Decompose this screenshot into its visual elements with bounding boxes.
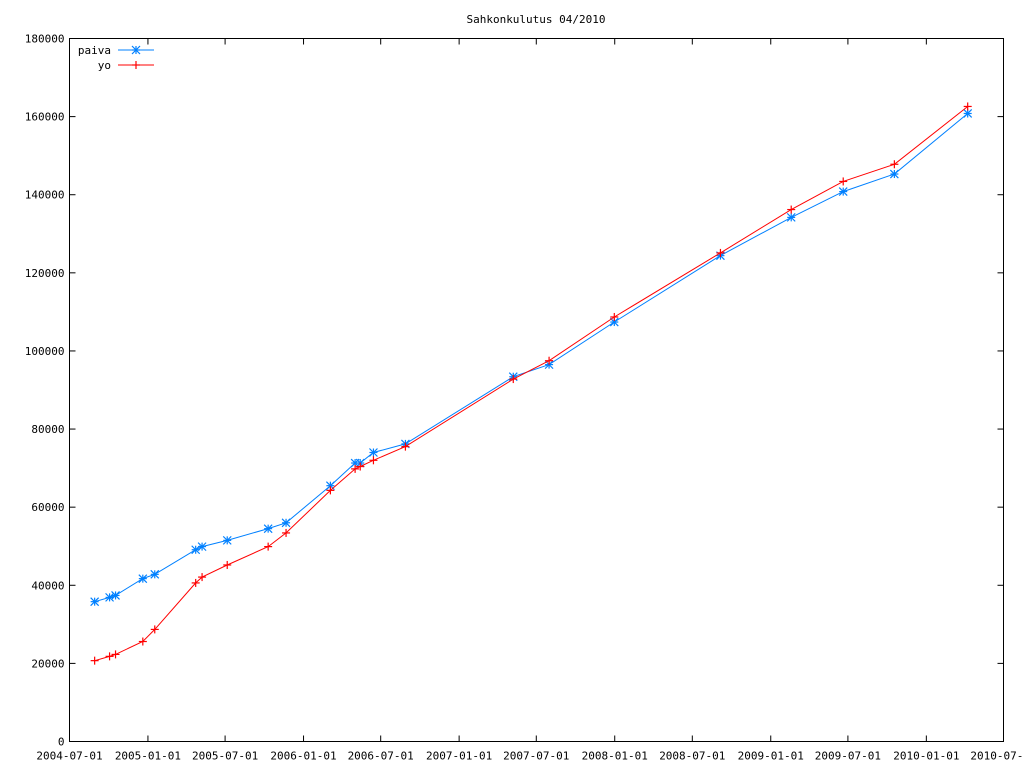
- data-point-paiva: [111, 591, 120, 600]
- x-tick-label: 2009-07-01: [815, 750, 881, 763]
- data-point-yo: [90, 656, 99, 665]
- legend-label-yo: yo: [98, 59, 111, 72]
- data-point-yo: [545, 356, 554, 365]
- x-tick-label: 2008-01-01: [582, 750, 648, 763]
- y-tick-label: 140000: [25, 189, 65, 202]
- x-tick-label: 2010-01-01: [893, 750, 959, 763]
- data-point-yo: [105, 652, 114, 661]
- y-tick-label: 80000: [31, 423, 64, 436]
- data-point-yo: [351, 464, 360, 473]
- x-tick-label: 2008-07-01: [659, 750, 725, 763]
- data-point-paiva: [150, 569, 160, 579]
- data-point-yo: [111, 650, 120, 659]
- legend: paiva yo: [78, 44, 154, 72]
- data-point-paiva: [369, 448, 378, 457]
- legend-label-paiva: paiva: [78, 44, 111, 57]
- data-point-yo: [509, 375, 518, 384]
- data-point-yo: [787, 205, 796, 214]
- series-line-paiva: [94, 113, 969, 603]
- x-tick-label: 2005-01-01: [115, 750, 181, 763]
- y-tick-label: 180000: [25, 33, 65, 46]
- series-paiva: [90, 109, 973, 607]
- x-tick-label: 2005-07-01: [192, 750, 258, 763]
- x-tick-label: 2006-01-01: [270, 750, 336, 763]
- y-tick-label: 20000: [31, 657, 64, 670]
- data-point-paiva: [105, 592, 114, 602]
- series-yo: [90, 102, 972, 665]
- y-tick-label: 160000: [25, 111, 65, 124]
- plot-border: [69, 38, 1004, 742]
- data-point-paiva: [281, 518, 291, 528]
- data-point-paiva: [263, 524, 273, 534]
- data-point-paiva: [138, 574, 148, 584]
- data-point-yo: [326, 486, 335, 495]
- y-tick-label: 0: [58, 736, 65, 749]
- data-point-paiva: [222, 535, 232, 545]
- y-tick-label: 40000: [31, 579, 64, 592]
- data-point-yo: [963, 102, 972, 111]
- data-point-yo: [356, 462, 365, 471]
- data-point-paiva: [786, 212, 796, 222]
- data-point-paiva: [838, 187, 848, 197]
- y-tick-label: 60000: [31, 501, 64, 514]
- legend-marker-paiva: [131, 45, 141, 55]
- data-point-yo: [839, 177, 848, 186]
- x-tick-label: 2006-07-01: [348, 750, 414, 763]
- data-point-yo: [610, 312, 619, 321]
- data-point-yo: [369, 456, 378, 465]
- data-point-paiva: [90, 597, 100, 607]
- x-tick-label: 2010-07-01: [970, 750, 1024, 763]
- x-tick-label: 2004-07-01: [36, 750, 102, 763]
- data-point-yo: [223, 560, 232, 569]
- data-point-yo: [191, 578, 200, 587]
- data-point-paiva: [963, 109, 973, 118]
- x-tick-label: 2007-01-01: [426, 750, 492, 763]
- series-line-yo: [94, 106, 969, 662]
- data-point-yo: [401, 442, 410, 451]
- data-point-yo: [890, 160, 899, 169]
- data-point-yo: [282, 528, 291, 537]
- data-point-paiva: [197, 542, 207, 552]
- data-point-yo: [150, 625, 159, 634]
- y-tick-label: 100000: [25, 345, 65, 358]
- data-point-yo: [138, 637, 147, 646]
- x-tick-label: 2007-07-01: [503, 750, 569, 763]
- data-point-paiva: [889, 169, 899, 179]
- x-tick-label: 2009-01-01: [738, 750, 804, 763]
- data-point-yo: [264, 542, 273, 551]
- legend-marker-yo: [132, 61, 140, 69]
- data-point-yo: [198, 573, 207, 582]
- chart-title: Sahkonkulutus 04/2010: [466, 13, 605, 26]
- data-point-yo: [716, 248, 725, 257]
- y-tick-label: 120000: [25, 267, 65, 280]
